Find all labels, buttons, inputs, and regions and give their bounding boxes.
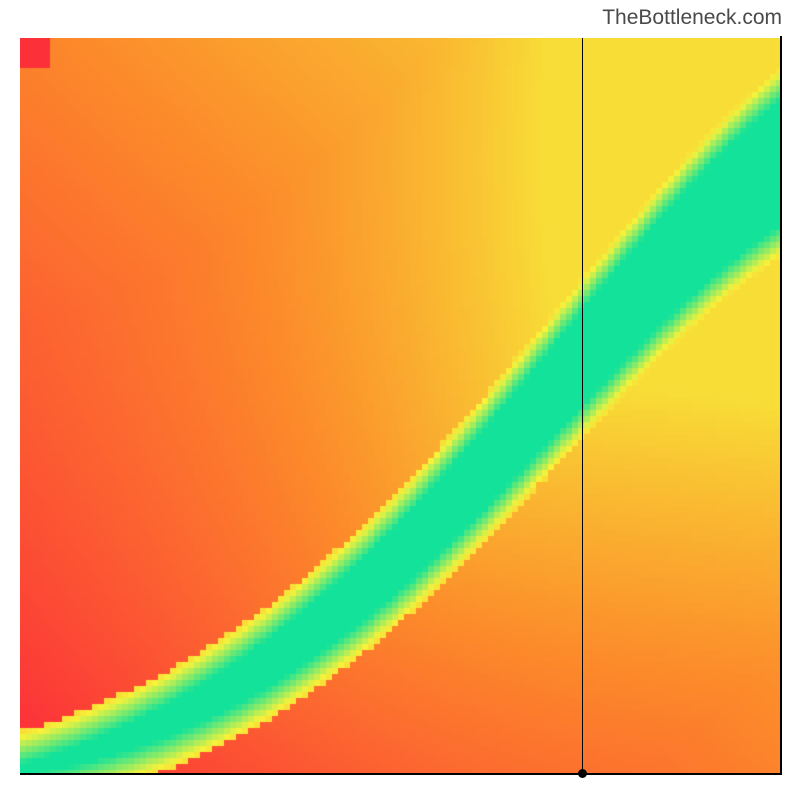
y-axis-line [780, 36, 782, 775]
attribution-text: TheBottleneck.com [602, 6, 782, 30]
marker-vertical-line [582, 38, 583, 773]
x-axis-line [20, 773, 782, 775]
heatmap-plot [20, 38, 780, 773]
heatmap-canvas [20, 38, 780, 773]
marker-dot [578, 769, 587, 778]
